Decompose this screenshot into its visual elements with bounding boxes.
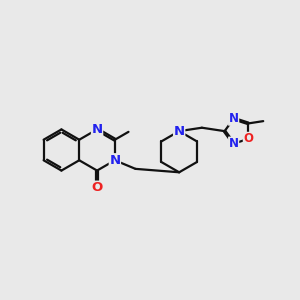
Text: N: N xyxy=(174,124,185,138)
Text: O: O xyxy=(92,181,103,194)
Text: O: O xyxy=(243,132,254,146)
Text: N: N xyxy=(229,137,239,150)
Text: N: N xyxy=(109,154,120,167)
Text: N: N xyxy=(92,123,103,136)
Text: N: N xyxy=(229,112,239,125)
